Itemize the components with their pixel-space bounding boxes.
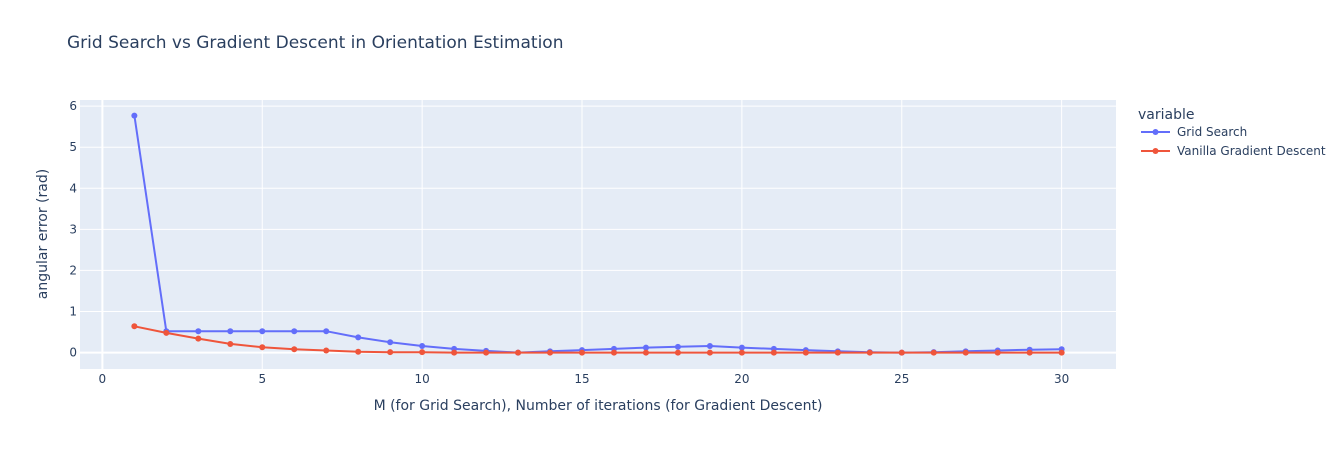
legend-marker [1152,148,1159,154]
data-point [323,328,330,335]
data-point [866,349,873,356]
data-point [355,348,362,355]
x-tick-label: 0 [99,372,107,386]
y-tick-label: 1 [69,305,77,319]
data-point [962,349,969,356]
data-point [419,343,426,350]
data-point [1058,349,1065,356]
y-axis-title: angular error (rad) [35,169,51,299]
chart-title: Grid Search vs Gradient Descent in Orien… [67,33,564,53]
data-point [579,349,586,356]
data-point [706,349,713,356]
data-point [483,349,490,356]
data-point [259,328,266,335]
data-point [227,340,234,347]
data-point [738,349,745,356]
series-gradient-descent [131,323,1065,356]
data-point [1026,349,1033,356]
x-tick-label: 15 [574,372,589,386]
data-point [227,328,234,335]
data-point [291,328,298,335]
data-point [930,349,937,356]
x-tick-label: 10 [414,372,429,386]
series-line [134,325,1062,354]
y-tick-label: 5 [69,140,77,154]
data-point [355,334,362,341]
data-point [131,112,138,119]
data-point [131,323,138,330]
y-tick-label: 4 [69,181,77,195]
data-point [738,344,745,351]
data-point [770,349,777,356]
data-point [610,349,617,356]
data-point [387,349,394,356]
legend-marker [1152,129,1159,135]
legend[interactable]: variable Grid Search Vanilla Gradient Des… [1138,107,1326,158]
grid-lines [80,100,1116,369]
data-point [323,347,330,354]
x-tick-label: 30 [1054,372,1069,386]
x-axis-title: M (for Grid Search), Number of iteration… [374,398,823,414]
data-point [259,344,266,351]
data-point [547,349,554,356]
legend-label: Vanilla Gradient Descent [1177,144,1326,158]
y-tick-label: 0 [69,346,77,360]
data-point [834,349,841,356]
data-point [195,328,202,335]
plot-area [80,100,1116,369]
data-point [674,349,681,356]
data-point [291,346,298,353]
data-point [451,349,458,356]
data-point [387,339,394,346]
data-point [195,335,202,342]
data-point [515,349,522,356]
data-point [642,349,649,356]
x-tick-label: 25 [894,372,909,386]
series-layer [131,112,1065,356]
legend-label: Grid Search [1177,125,1247,139]
data-point [419,349,426,356]
y-tick-label: 2 [69,263,77,277]
data-point [802,349,809,356]
x-tick-label: 20 [734,372,749,386]
x-tick-label: 5 [258,372,266,386]
legend-item[interactable]: Grid Search [1141,125,1247,139]
data-point [163,329,170,336]
data-point [994,349,1001,356]
legend-item[interactable]: Vanilla Gradient Descent [1141,144,1326,158]
data-point [674,343,681,350]
tick-labels: 0 5 10 15 20 25 30 0 1 2 3 4 5 6 [69,99,1069,386]
data-point [898,349,905,356]
data-point [642,344,649,351]
data-point [706,343,713,350]
legend-title: variable [1138,107,1194,123]
y-tick-label: 6 [69,99,77,113]
y-tick-label: 3 [69,222,77,236]
